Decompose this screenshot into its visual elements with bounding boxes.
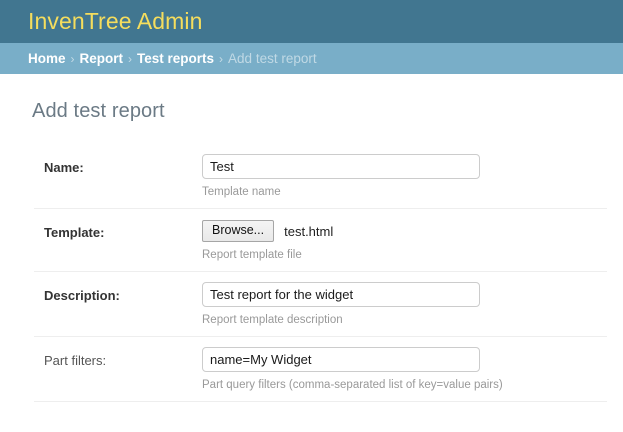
browse-button[interactable]: Browse...: [202, 220, 275, 242]
description-input[interactable]: [202, 282, 480, 307]
selected-file-name: test.html: [284, 223, 334, 239]
help-text-name: Template name: [202, 186, 281, 198]
help-text-description: Report template description: [202, 314, 343, 326]
form-row-name: Name: Template name: [34, 145, 607, 209]
breadcrumb-item-test-reports[interactable]: Test reports: [137, 51, 215, 66]
label-part-filters: Part filters:: [44, 353, 107, 368]
label-template: Template:: [44, 225, 105, 240]
branding-header: InvenTree Admin: [0, 0, 623, 43]
page-title: Add test report: [32, 100, 165, 122]
form-row-part-filters: Part filters: Part query filters (comma-…: [34, 337, 607, 402]
content-area: Add test report Name: Template name Temp…: [0, 74, 623, 402]
breadcrumb: Home › Report › Test reports › Add test …: [0, 43, 623, 74]
label-description: Description:: [44, 288, 120, 303]
breadcrumb-item-current: Add test report: [228, 51, 317, 66]
name-input[interactable]: [202, 154, 480, 179]
label-name: Name:: [44, 160, 84, 175]
part-filters-input[interactable]: [202, 347, 480, 372]
site-title: InvenTree Admin: [28, 8, 203, 34]
breadcrumb-item-home[interactable]: Home: [28, 51, 66, 66]
breadcrumb-separator: ›: [70, 51, 75, 66]
help-text-template: Report template file: [202, 249, 302, 261]
form-row-description: Description: Report template description: [34, 272, 607, 337]
breadcrumb-item-report[interactable]: Report: [79, 51, 124, 66]
breadcrumb-separator: ›: [128, 51, 133, 66]
form-row-template: Template: Browse... test.html Report tem…: [34, 209, 607, 272]
template-file-widget[interactable]: Browse... test.html: [202, 219, 607, 242]
help-text-part-filters: Part query filters (comma-separated list…: [202, 379, 503, 391]
add-test-report-form: Name: Template name Template: Browse... …: [0, 145, 623, 402]
breadcrumb-separator: ›: [219, 51, 224, 66]
